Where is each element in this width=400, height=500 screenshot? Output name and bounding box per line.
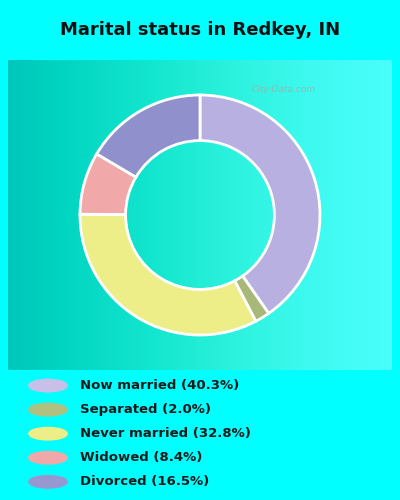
Circle shape	[29, 428, 67, 440]
Text: Divorced (16.5%): Divorced (16.5%)	[80, 476, 209, 488]
Circle shape	[29, 404, 67, 416]
Text: Now married (40.3%): Now married (40.3%)	[80, 379, 239, 392]
Wedge shape	[97, 95, 200, 177]
Circle shape	[29, 476, 67, 488]
Wedge shape	[235, 276, 269, 321]
Text: Widowed (8.4%): Widowed (8.4%)	[80, 451, 202, 464]
Text: Never married (32.8%): Never married (32.8%)	[80, 427, 251, 440]
Wedge shape	[200, 95, 320, 314]
Circle shape	[29, 452, 67, 464]
Text: Marital status in Redkey, IN: Marital status in Redkey, IN	[60, 21, 340, 39]
Wedge shape	[80, 154, 136, 214]
Text: Separated (2.0%): Separated (2.0%)	[80, 403, 211, 416]
Text: City-Data.com: City-Data.com	[252, 84, 316, 94]
Circle shape	[29, 380, 67, 392]
Wedge shape	[80, 214, 256, 335]
